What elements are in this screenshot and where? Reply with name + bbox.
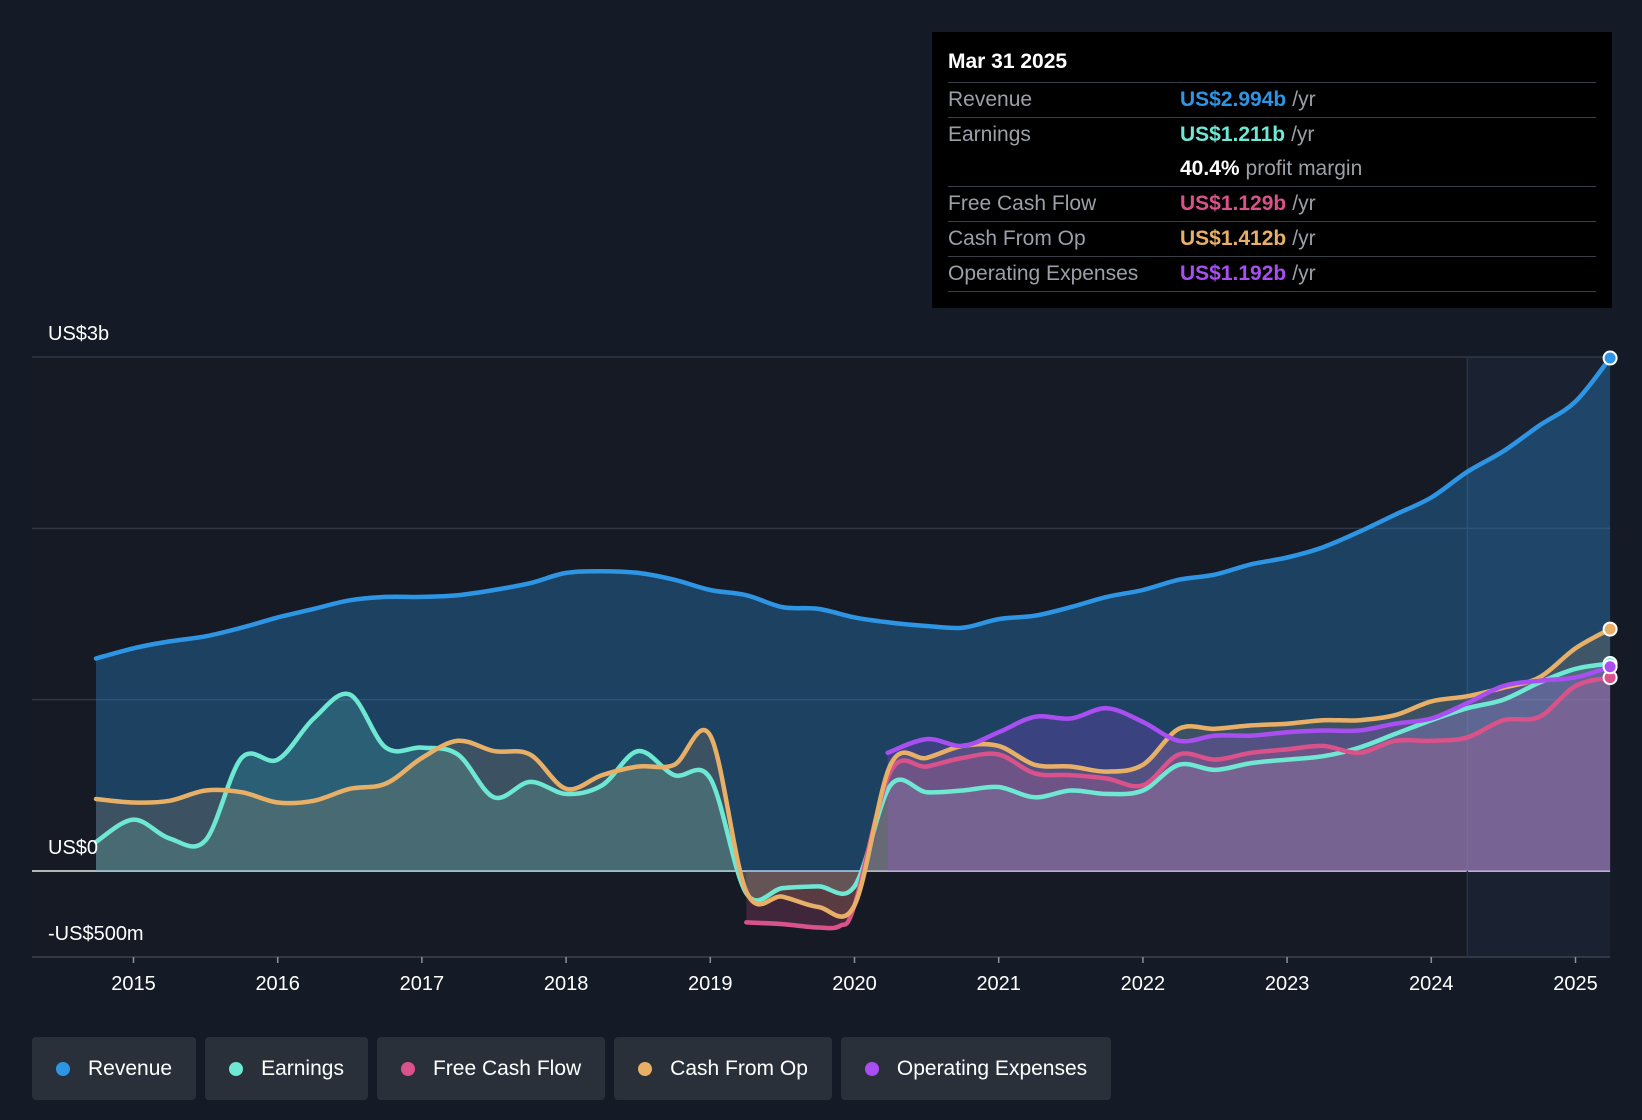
earnings-dot-icon [229, 1061, 244, 1076]
tooltip-value: US$1.412b [1180, 227, 1287, 250]
operating-expenses-area [887, 666, 1611, 871]
series-endpoints [1602, 350, 1618, 686]
tooltip-value: US$1.211b [1180, 123, 1286, 146]
legend-label: Free Cash Flow [432, 1056, 582, 1080]
x-tick-label: 2020 [832, 973, 877, 995]
legend-free-cash-flow[interactable]: Free Cash Flow [376, 1037, 606, 1100]
y-label-bottom: -US$500m [48, 923, 144, 945]
tooltip-value: US$2.994b [1180, 88, 1287, 111]
tooltip-unit: /yr [1292, 192, 1316, 215]
history-region [32, 357, 1468, 957]
tooltip-label: Earnings [948, 123, 1031, 146]
tooltip-date: Mar 31 2025 [948, 48, 1596, 83]
operating-expenses-line [885, 664, 1613, 756]
legend-label: Operating Expenses [896, 1056, 1088, 1080]
revenue-line [93, 355, 1613, 661]
cash-from-op-endpoint [1602, 621, 1618, 637]
tooltip-value: US$1.192b [1180, 262, 1287, 285]
x-tick-label: 2022 [1121, 973, 1166, 995]
operating-expenses-dot-icon [864, 1061, 879, 1076]
tooltip-unit: /yr [1292, 227, 1316, 250]
operating-expenses-endpoint [1602, 659, 1618, 675]
x-tick-label: 2021 [976, 973, 1021, 995]
legend-label: Revenue [88, 1056, 173, 1080]
tooltip-value: 40.4% [1180, 157, 1240, 180]
tooltip-value: US$1.129b [1180, 192, 1287, 215]
tooltip-unit: /yr [1292, 88, 1316, 111]
tooltip-unit: /yr [1292, 262, 1316, 285]
x-tick-label: 2019 [688, 973, 733, 995]
tooltip-row-revenue: Revenue US$2.994b /yr [948, 83, 1596, 118]
earnings-line [93, 661, 1613, 903]
tooltip-row-cfo: Cash From Op US$1.412b /yr [948, 222, 1596, 257]
legend-earnings[interactable]: Earnings [205, 1037, 368, 1100]
legend-revenue[interactable]: Revenue [32, 1037, 197, 1100]
legend: Revenue Earnings Free Cash Flow Cash Fro… [32, 1037, 1112, 1100]
gridlines [32, 356, 1611, 958]
cash-from-op-line [93, 626, 1613, 919]
x-tick-label: 2016 [255, 973, 300, 995]
y-label-zero: US$0 [48, 837, 98, 859]
revenue-endpoint [1602, 350, 1618, 366]
tooltip-row-fcf: Free Cash Flow US$1.129b /yr [948, 187, 1596, 222]
cash-from-op-dot-icon [638, 1061, 653, 1076]
tooltip-unit: profit margin [1245, 157, 1363, 180]
x-tick-label: 2024 [1409, 973, 1454, 995]
tooltip: Mar 31 2025 Revenue US$2.994b /yr Earnin… [932, 32, 1612, 308]
tooltip-label: Revenue [948, 88, 1033, 111]
y-label-top: US$3b [48, 323, 109, 345]
tooltip-row-opex: Operating Expenses US$1.192b /yr [948, 257, 1596, 292]
legend-label: Cash From Op [670, 1056, 808, 1080]
free-cash-flow-area [746, 677, 1611, 929]
tooltip-label: Cash From Op [948, 227, 1086, 250]
tooltip-label: Free Cash Flow [948, 192, 1097, 215]
tooltip-unit: /yr [1291, 123, 1315, 146]
tooltip-label: Operating Expenses [948, 262, 1139, 285]
x-tick-label: 2017 [400, 973, 445, 995]
cash-from-op-area [96, 629, 1611, 917]
x-axis: 2015 2016 2017 2018 2019 2020 2021 2022 2023 2024… [111, 957, 1598, 995]
legend-label: Earnings [261, 1056, 344, 1080]
series-lines [93, 355, 1613, 931]
tooltip-row-earnings: Earnings US$1.211b /yr [948, 118, 1596, 152]
revenue-dot-icon [56, 1061, 70, 1076]
legend-cash-from-op[interactable]: Cash From Op [614, 1037, 832, 1100]
y-axis-labels: US$3b US$0 -US$500m [48, 323, 144, 945]
tooltip-row-margin: 40.4% profit margin [948, 152, 1596, 187]
x-tick-label: 2018 [544, 973, 589, 995]
earnings-area [96, 663, 1611, 901]
free-cash-flow-dot-icon [400, 1061, 415, 1076]
tooltip-label [948, 152, 1180, 186]
x-tick-label: 2015 [111, 973, 156, 995]
x-tick-label: 2025 [1553, 973, 1598, 995]
legend-operating-expenses[interactable]: Operating Expenses [840, 1037, 1112, 1100]
x-tick-label: 2023 [1265, 973, 1310, 995]
